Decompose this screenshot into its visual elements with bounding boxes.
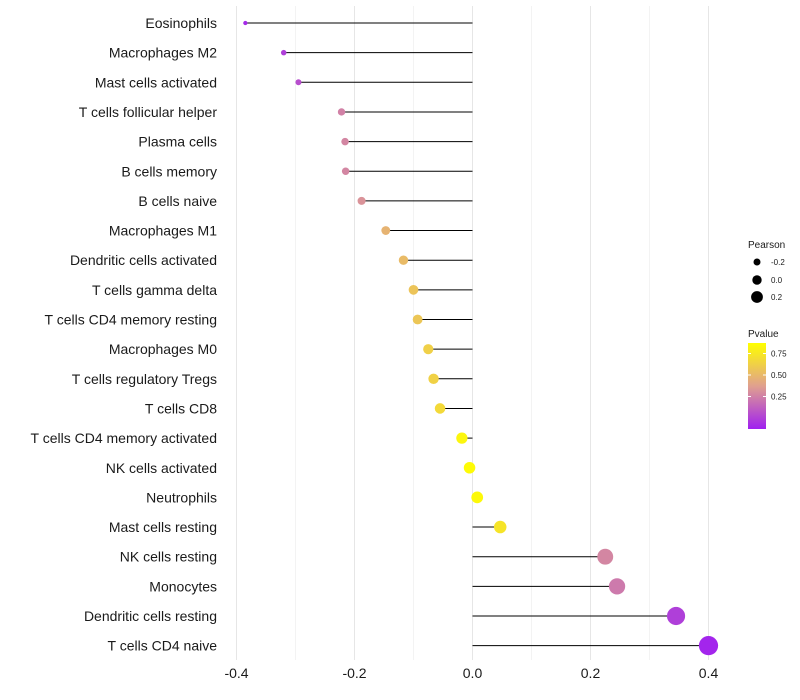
- point-nk-cells-activated: [463, 461, 476, 474]
- point-t-cells-cd4-memory-activated: [456, 432, 468, 444]
- point-macrophages-m0: [423, 344, 434, 355]
- category-label-dendritic-cells-activated: Dendritic cells activated: [70, 252, 217, 268]
- category-label-plasma-cells: Plasma cells: [138, 134, 217, 150]
- category-label-t-cells-follicular-helper: T cells follicular helper: [79, 104, 218, 120]
- size-legend-key: [751, 291, 763, 303]
- size-legend-label: -0.2: [771, 258, 785, 267]
- x-tick-label: 0.2: [581, 665, 601, 681]
- category-labels: Eosinophils Macrophages M2 Mast cells acti…: [31, 15, 218, 654]
- stems-layer: [245, 22, 709, 647]
- category-label-macrophages-m2: Macrophages M2: [109, 45, 217, 61]
- x-axis-tick-labels: -0.4 -0.2 0.0 0.2 0.4: [224, 665, 718, 681]
- point-dendritic-cells-activated: [398, 255, 409, 265]
- grid-layer: [236, 6, 709, 660]
- category-label-macrophages-m1: Macrophages M1: [109, 223, 217, 239]
- size-legend-key: [753, 258, 761, 266]
- category-label-t-cells-cd4-memory-activated: T cells CD4 memory activated: [31, 430, 217, 446]
- category-label-mast-cells-activated: Mast cells activated: [95, 74, 217, 90]
- category-label-t-cells-cd8: T cells CD8: [145, 400, 217, 416]
- color-legend-label: 0.75: [771, 350, 787, 359]
- legend: Pearson -0.2 0.0 0.2 Pvalue 0.75 0.50 0.25: [748, 240, 787, 429]
- x-tick-label: -0.4: [224, 665, 248, 681]
- color-legend-label: 0.50: [771, 371, 787, 380]
- category-label-t-cells-cd4-naive: T cells CD4 naive: [108, 638, 218, 654]
- point-t-cells-gamma-delta: [408, 285, 419, 295]
- point-t-cells-regulatory-tregs: [428, 373, 439, 384]
- size-legend-key: [752, 275, 762, 285]
- point-eosinophils: [243, 20, 248, 26]
- point-plasma-cells: [341, 137, 349, 146]
- point-t-cells-follicular-helper: [337, 108, 346, 116]
- size-legend-title: Pearson: [748, 240, 785, 251]
- color-legend-label: 0.25: [771, 393, 787, 402]
- x-tick-label: -0.2: [342, 665, 366, 681]
- point-neutrophils: [471, 491, 484, 504]
- size-legend-label: 0.0: [771, 276, 783, 285]
- point-dendritic-cells-resting: [666, 606, 686, 626]
- point-b-cells-naive: [357, 196, 366, 205]
- category-label-mast-cells-resting: Mast cells resting: [109, 519, 217, 535]
- point-t-cells-cd4-memory-resting: [412, 314, 423, 325]
- point-monocytes: [608, 578, 626, 595]
- size-legend-label: 0.2: [771, 293, 783, 302]
- category-label-t-cells-regulatory-tregs: T cells regulatory Tregs: [72, 371, 217, 387]
- points-layer: [243, 20, 719, 656]
- color-legend-title: Pvalue: [748, 329, 779, 340]
- color-legend-bar: [748, 343, 766, 429]
- x-tick-label: 0.0: [463, 665, 483, 681]
- point-t-cells-cd4-naive: [698, 636, 719, 656]
- category-label-b-cells-naive: B cells naive: [138, 193, 217, 209]
- category-label-dendritic-cells-resting: Dendritic cells resting: [84, 608, 217, 624]
- category-label-neutrophils: Neutrophils: [146, 489, 217, 505]
- category-label-b-cells-memory: B cells memory: [121, 163, 217, 179]
- category-label-macrophages-m0: Macrophages M0: [109, 341, 217, 357]
- category-label-monocytes: Monocytes: [149, 578, 217, 594]
- category-label-eosinophils: Eosinophils: [145, 15, 217, 31]
- point-mast-cells-activated: [295, 79, 302, 86]
- point-macrophages-m1: [381, 226, 391, 235]
- point-macrophages-m2: [280, 49, 287, 56]
- point-nk-cells-resting: [597, 548, 614, 565]
- point-mast-cells-resting: [493, 520, 507, 534]
- category-label-nk-cells-resting: NK cells resting: [120, 549, 217, 565]
- category-label-nk-cells-activated: NK cells activated: [106, 460, 217, 476]
- category-label-t-cells-gamma-delta: T cells gamma delta: [92, 282, 217, 298]
- point-t-cells-cd8: [434, 403, 446, 414]
- x-tick-label: 0.4: [699, 665, 719, 681]
- category-label-t-cells-cd4-memory-resting: T cells CD4 memory resting: [45, 312, 217, 328]
- point-b-cells-memory: [341, 167, 350, 176]
